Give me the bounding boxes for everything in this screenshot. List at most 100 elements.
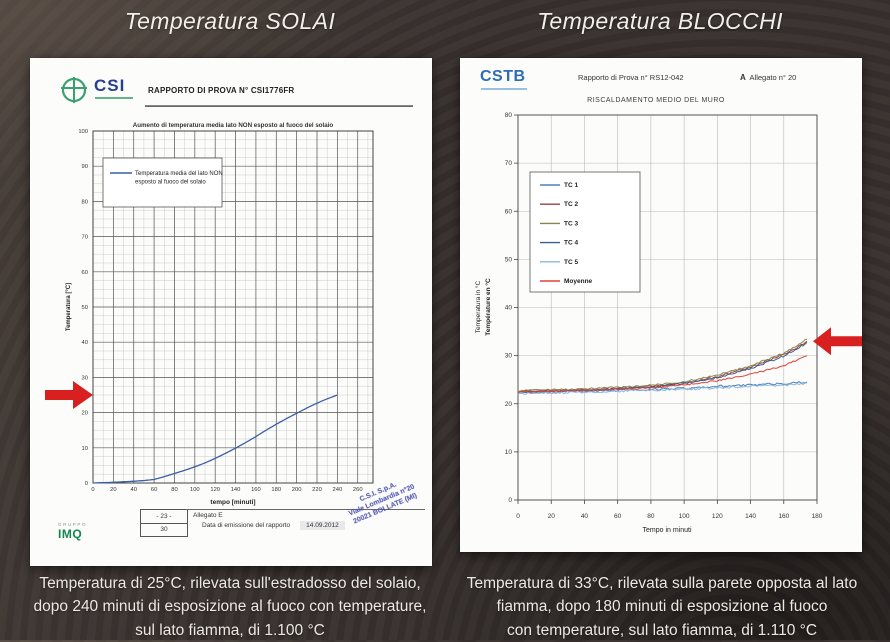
report-number-title: RAPPORTO DI PROVA N° CSI1776FR — [148, 86, 295, 95]
svg-text:70: 70 — [505, 160, 513, 167]
svg-text:0: 0 — [508, 497, 512, 504]
svg-text:60: 60 — [505, 208, 513, 215]
series-moyenne — [517, 355, 808, 394]
allegato-label: Allegato E — [193, 512, 223, 519]
csi-logo-icon — [61, 77, 87, 103]
cstb-logo-text: CSTB — [480, 68, 526, 85]
svg-text:40: 40 — [505, 305, 513, 312]
x-axis-label: tempo [minuti] — [210, 499, 255, 506]
issue-date-label: Data di emissione del rapporto — [202, 522, 291, 529]
y-axis-label: Temperatura in °C — [474, 280, 482, 333]
svg-text:200: 200 — [292, 487, 302, 493]
solai-report-page: CSI RAPPORTO DI PROVA N° CSI1776FR 0 10 20… — [30, 58, 432, 566]
blocchi-chart: 0 10 20 30 40 50 60 70 80 0 20 40 60 80 100 120 140 160 18… — [474, 97, 862, 534]
header-rule — [145, 105, 413, 107]
y-tick-labels: 0 10 20 30 40 50 60 70 80 — [505, 112, 513, 504]
imq-logo-group-text: GRUPPO — [58, 522, 88, 527]
series-tc-1 — [517, 381, 808, 395]
svg-text:40: 40 — [581, 513, 589, 520]
page-number-top: - 23 - — [141, 510, 187, 524]
svg-text:TC 1: TC 1 — [564, 182, 578, 189]
solai-chart: 0 10 20 30 40 50 60 70 80 90 100 0 20 40 60 80 100 120 140… — [45, 122, 374, 506]
svg-text:20: 20 — [548, 513, 556, 520]
report-number-title: Rapporto di Prova n° RS12-042 — [578, 73, 684, 82]
series-temperatura-media-lato-non-esposto — [93, 394, 338, 484]
svg-text:100: 100 — [78, 129, 88, 135]
allegato-reference: A Allegato n° 20 — [740, 73, 796, 82]
svg-text:160: 160 — [778, 513, 789, 520]
x-tick-labels: 0 20 40 60 80 100 120 140 160 180 200 220 240 260 — [91, 487, 362, 493]
right-section-title: Temperatura BLOCCHI — [537, 8, 783, 34]
svg-text:140: 140 — [745, 513, 756, 520]
svg-text:40: 40 — [82, 340, 88, 346]
y-axis-label: Température en °C — [484, 278, 492, 336]
legend: Temperatura media del lato NON esposto al… — [102, 157, 223, 208]
csi-logo-underline — [95, 97, 133, 99]
svg-text:260: 260 — [353, 487, 363, 493]
x-tick-labels: 0 20 40 60 80 100 120 140 160 180 — [516, 513, 823, 520]
footer-divider-line — [186, 509, 425, 510]
cstb-logo-underline — [481, 88, 527, 90]
svg-text:80: 80 — [171, 487, 177, 493]
y-axis-label: Temperatura [°C] — [66, 283, 72, 331]
svg-text:180: 180 — [812, 513, 823, 520]
svg-text:esposto al fuoco del solaio: esposto al fuoco del solaio — [135, 180, 206, 186]
svg-text:90: 90 — [82, 164, 88, 170]
allegato-reference-text: Allegato n° 20 — [745, 73, 797, 82]
svg-text:Moyenne: Moyenne — [564, 278, 593, 285]
svg-text:30: 30 — [505, 353, 513, 360]
svg-text:TC 5: TC 5 — [564, 259, 578, 266]
svg-text:10: 10 — [505, 449, 513, 456]
svg-text:30: 30 — [82, 375, 88, 381]
page-number-box: - 23 - 30 — [140, 509, 188, 537]
series-tc-3 — [517, 338, 808, 393]
svg-text:220: 220 — [312, 487, 322, 493]
plot-frame — [92, 130, 374, 484]
svg-text:100: 100 — [679, 513, 690, 520]
svg-text:240: 240 — [333, 487, 343, 493]
legend: TC 1 TC 2 TC 3 TC 4 TC 5 Moyenne — [529, 171, 641, 293]
issue-date-value: 14.09.2012 — [300, 521, 345, 530]
svg-text:160: 160 — [251, 487, 261, 493]
svg-text:80: 80 — [647, 513, 655, 520]
svg-text:TC 3: TC 3 — [564, 220, 578, 227]
svg-text:140: 140 — [231, 487, 241, 493]
svg-text:60: 60 — [614, 513, 622, 520]
chart-title: RISCALDAMENTO MEDIO DEL MURO — [587, 97, 725, 104]
svg-text:TC 4: TC 4 — [564, 240, 578, 247]
tick-marks — [514, 114, 818, 504]
svg-text:0: 0 — [516, 513, 520, 520]
svg-text:60: 60 — [151, 487, 157, 493]
left-section-title: Temperatura SOLAI — [124, 8, 336, 34]
svg-text:20: 20 — [82, 411, 88, 417]
svg-text:120: 120 — [210, 487, 220, 493]
svg-text:60: 60 — [82, 270, 88, 276]
svg-text:70: 70 — [82, 235, 88, 241]
y-tick-labels: 0 10 20 30 40 50 60 70 80 90 100 — [78, 129, 88, 487]
imq-logo-text: IMQ — [58, 527, 83, 541]
issue-date-row: Data di emissione del rapporto 14.09.2012 — [202, 521, 345, 530]
svg-text:50: 50 — [82, 305, 88, 311]
svg-text:0: 0 — [85, 481, 88, 487]
csi-logo-text: CSI — [94, 76, 126, 95]
svg-text:Temperatura media del lato NON: Temperatura media del lato NON — [135, 171, 223, 177]
allegato-reference-letter: A — [740, 73, 746, 82]
series-tc-5 — [517, 382, 808, 395]
chart-title: Aumento di temperatura media lato NON es… — [133, 122, 334, 129]
red-arrow — [45, 381, 93, 409]
left-caption: Temperatura di 25°C, rilevata sull'estra… — [33, 575, 427, 639]
svg-text:20: 20 — [505, 401, 513, 408]
blocchi-report-page: CSTB Rapporto di Prova n° RS12-042 A All… — [460, 58, 862, 552]
svg-text:40: 40 — [131, 487, 137, 493]
svg-text:80: 80 — [82, 199, 88, 205]
svg-text:20: 20 — [110, 487, 116, 493]
svg-text:50: 50 — [505, 256, 513, 263]
svg-text:100: 100 — [190, 487, 200, 493]
svg-text:80: 80 — [505, 112, 513, 119]
right-caption: Temperatura di 33°C, rilevata sulla pare… — [466, 575, 858, 639]
svg-text:10: 10 — [82, 446, 88, 452]
imq-logo: GRUPPO IMQ — [58, 522, 87, 541]
svg-text:0: 0 — [91, 487, 94, 493]
svg-text:TC 2: TC 2 — [564, 201, 578, 208]
